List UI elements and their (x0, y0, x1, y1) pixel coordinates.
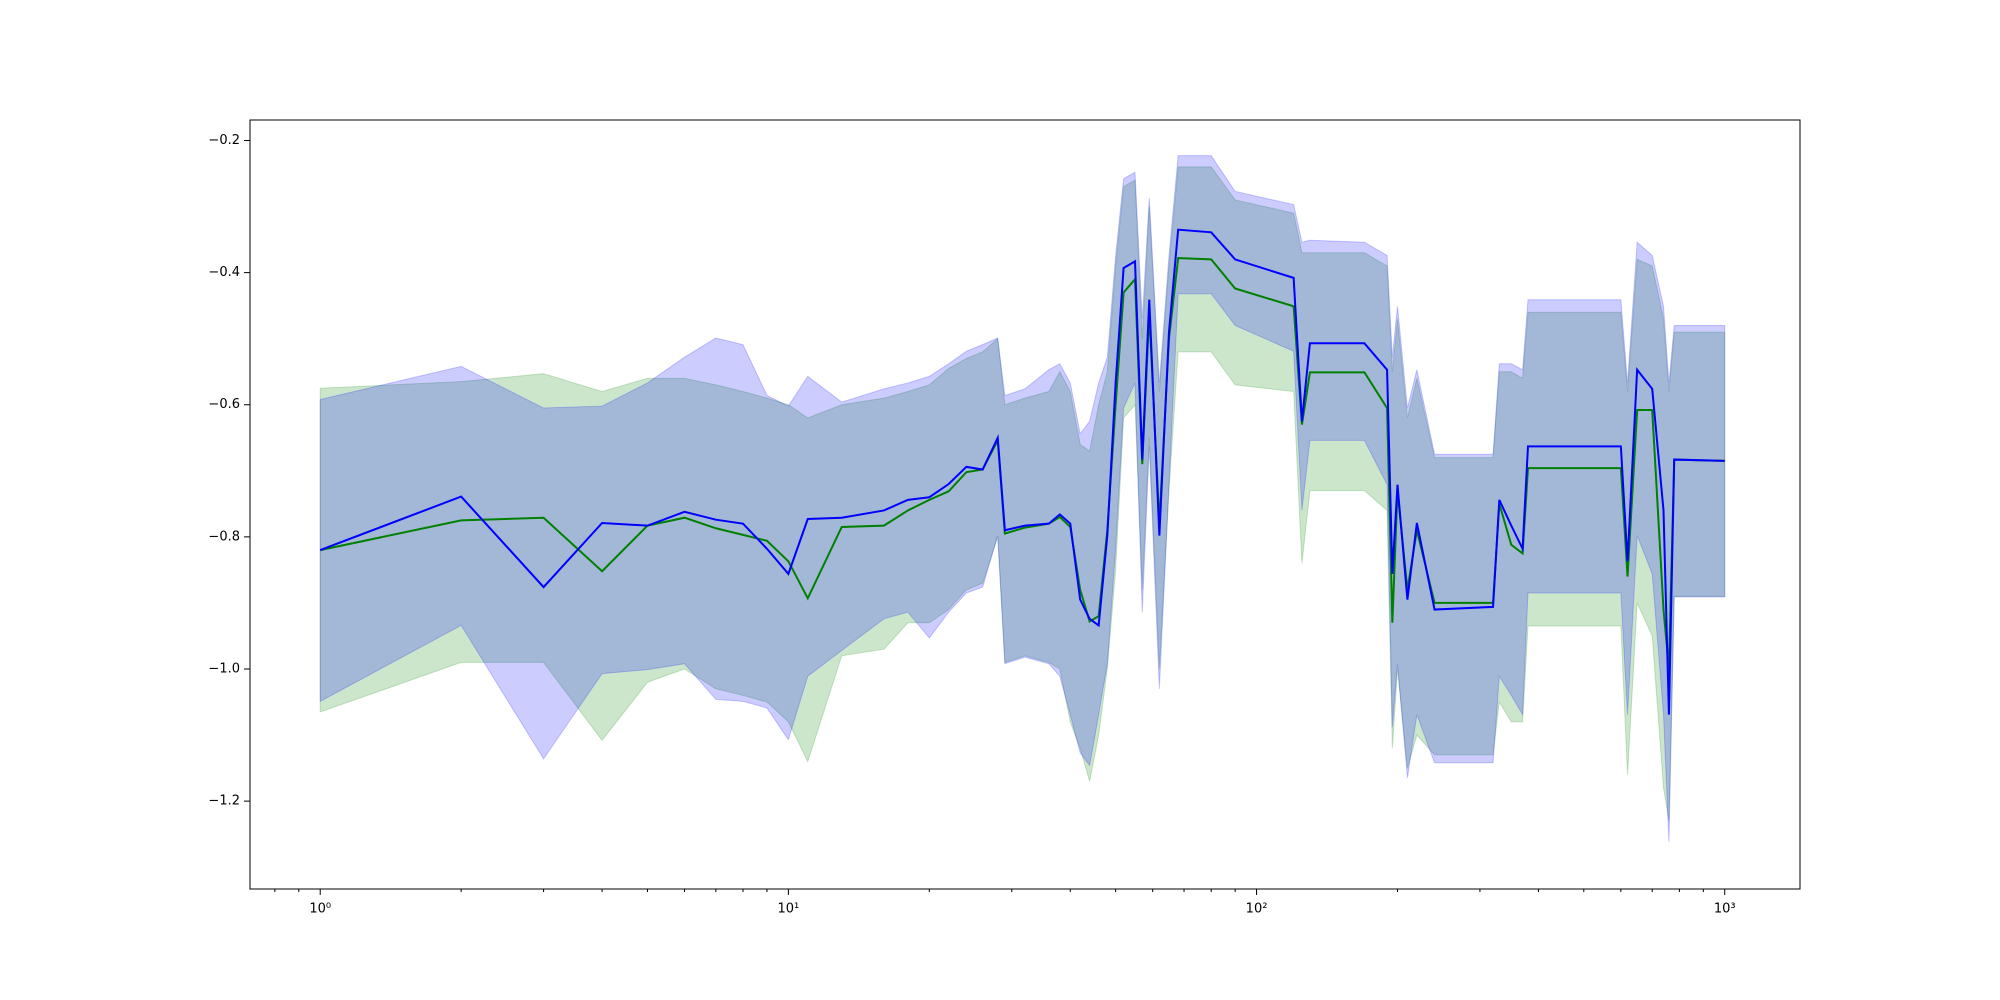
band (319, 166, 1726, 822)
y-tick-label: −0.8 (208, 529, 240, 544)
y-tick-label: −0.2 (208, 133, 240, 148)
axes-frame (249, 119, 1801, 890)
x-tick-label: 10² (1246, 902, 1268, 917)
x-tick-label: 10⁰ (309, 902, 331, 917)
x-tick-label: 10¹ (778, 902, 800, 917)
x-tick-label: 10³ (1714, 902, 1736, 917)
y-tick-label: −1.2 (208, 794, 240, 809)
y-tick-label: −0.6 (208, 397, 240, 412)
line (319, 228, 1725, 715)
y-tick-label: −0.4 (208, 265, 240, 280)
y-tick-label: −1.0 (208, 662, 240, 677)
band (319, 155, 1726, 843)
